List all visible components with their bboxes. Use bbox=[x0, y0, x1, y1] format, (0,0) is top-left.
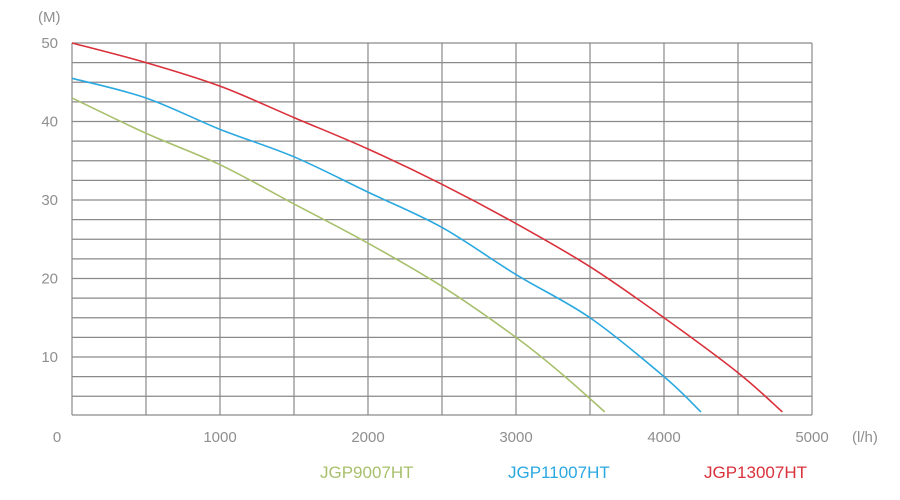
x-tick-label: 3000 bbox=[499, 429, 532, 446]
x-tick-label: 1000 bbox=[203, 429, 236, 446]
x-tick-label: 5000 bbox=[795, 429, 828, 446]
y-tick-label: 20 bbox=[41, 271, 58, 288]
x-tick-label: 0 bbox=[53, 429, 61, 446]
y-tick-label: 10 bbox=[41, 349, 58, 366]
tick-labels: 10 20 30 40 50 0 1000 2000 3000 4000 5000 bbox=[41, 35, 828, 446]
grid bbox=[71, 42, 813, 416]
y-tick-label: 40 bbox=[41, 114, 58, 131]
series-lines bbox=[71, 42, 783, 413]
legend-item-jgp9007ht: JGP9007HT bbox=[320, 463, 414, 482]
x-axis-unit: (l/h) bbox=[852, 429, 878, 446]
legend: JGP9007HT JGP11007HT JGP13007HT bbox=[320, 463, 807, 482]
y-tick-label: 30 bbox=[41, 192, 58, 209]
legend-item-jgp13007ht: JGP13007HT bbox=[704, 463, 807, 482]
series-line-jgp11007ht bbox=[71, 77, 702, 413]
x-tick-label: 2000 bbox=[351, 429, 384, 446]
y-tick-label: 50 bbox=[41, 35, 58, 52]
series-line-jgp13007ht bbox=[71, 42, 783, 413]
legend-item-jgp11007ht: JGP11007HT bbox=[508, 463, 610, 482]
x-tick-label: 4000 bbox=[647, 429, 680, 446]
series-line-jgp9007ht bbox=[71, 97, 606, 413]
y-axis-unit: (M) bbox=[38, 9, 61, 26]
